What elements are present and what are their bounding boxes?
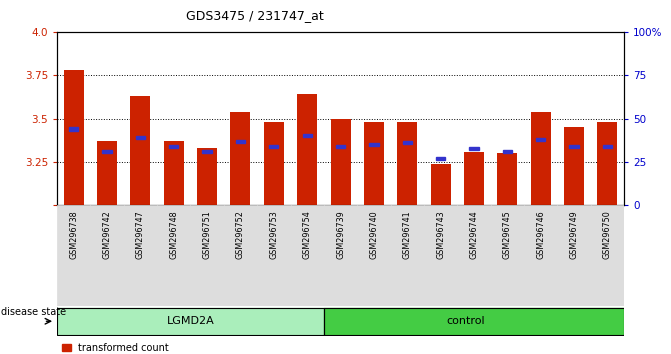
Bar [57, 205, 91, 306]
Text: GSM296748: GSM296748 [169, 210, 178, 259]
Bar [269, 145, 278, 148]
Bar [436, 157, 446, 160]
Bar [324, 308, 624, 335]
Bar [597, 122, 617, 205]
Text: GSM296754: GSM296754 [303, 210, 312, 259]
Bar [164, 141, 184, 205]
Bar [97, 141, 117, 205]
Text: GSM296746: GSM296746 [536, 210, 545, 259]
Bar [424, 205, 457, 306]
Bar [191, 205, 224, 306]
Bar [397, 122, 417, 205]
Bar [324, 205, 357, 306]
Bar [197, 148, 217, 205]
Bar [291, 205, 324, 306]
Bar [136, 136, 145, 139]
Bar [431, 164, 451, 205]
Text: GSM296744: GSM296744 [470, 210, 478, 259]
Text: disease state: disease state [1, 307, 66, 318]
Bar [157, 205, 191, 306]
Legend: transformed count, percentile rank within the sample: transformed count, percentile rank withi… [62, 343, 244, 354]
Bar [536, 138, 546, 141]
Bar [123, 205, 157, 306]
Bar [336, 145, 345, 148]
Bar [403, 141, 412, 144]
Text: control: control [446, 316, 485, 326]
Bar [569, 145, 578, 148]
Text: GSM296741: GSM296741 [403, 210, 412, 259]
Text: GSM296751: GSM296751 [203, 210, 211, 259]
Bar [103, 150, 112, 153]
Text: GSM296753: GSM296753 [269, 210, 278, 259]
Bar [357, 205, 391, 306]
Bar [57, 308, 324, 335]
Bar [236, 139, 245, 143]
Bar [491, 205, 524, 306]
Bar [497, 153, 517, 205]
Bar [603, 145, 612, 148]
Bar [531, 112, 551, 205]
Text: GSM296747: GSM296747 [136, 210, 145, 259]
Bar [324, 308, 624, 335]
Bar [264, 122, 284, 205]
Text: GSM296752: GSM296752 [236, 210, 245, 259]
Text: GDS3475 / 231747_at: GDS3475 / 231747_at [186, 9, 324, 22]
Bar [130, 96, 150, 205]
Bar [558, 205, 590, 306]
Text: GSM296745: GSM296745 [503, 210, 512, 259]
Bar [564, 127, 584, 205]
Bar [364, 122, 384, 205]
Text: GSM296742: GSM296742 [103, 210, 111, 259]
Bar [297, 94, 317, 205]
Bar [57, 308, 324, 335]
Bar [203, 150, 212, 153]
Bar [257, 205, 291, 306]
Bar [230, 112, 250, 205]
Text: GSM296743: GSM296743 [436, 210, 445, 259]
Bar [590, 205, 624, 306]
Bar [69, 127, 79, 131]
Text: GSM296739: GSM296739 [336, 210, 345, 259]
Bar [524, 205, 558, 306]
Bar [369, 143, 378, 146]
Text: LGMD2A: LGMD2A [166, 316, 214, 326]
Bar [91, 205, 123, 306]
Bar [503, 150, 512, 153]
Text: GSM296738: GSM296738 [69, 210, 79, 259]
Bar [64, 70, 84, 205]
Text: GSM296749: GSM296749 [570, 210, 578, 259]
Bar [391, 205, 424, 306]
Bar [464, 152, 484, 205]
Bar [469, 147, 478, 150]
Bar [169, 145, 178, 148]
Bar [457, 205, 491, 306]
Text: GSM296740: GSM296740 [369, 210, 378, 259]
Bar [303, 135, 312, 137]
Bar [331, 119, 350, 205]
Bar [224, 205, 257, 306]
Text: GSM296750: GSM296750 [603, 210, 612, 259]
